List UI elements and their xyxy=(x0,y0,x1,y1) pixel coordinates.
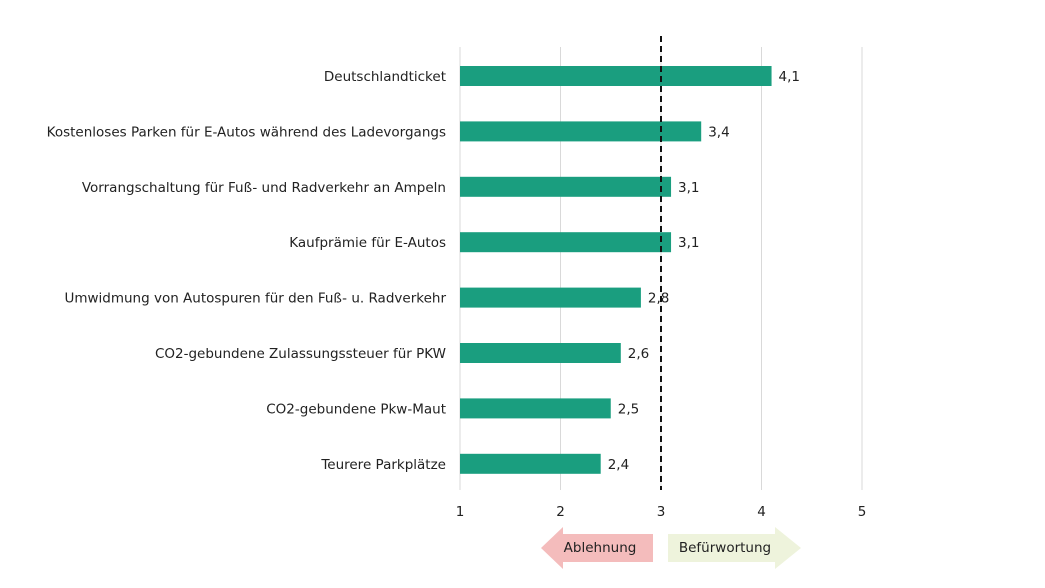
bar-kostenloses-parken-fuer-e-autos-waehrend-des-ladevorgangs xyxy=(460,121,702,142)
legend-arrows: Ablehnung Befürwortung xyxy=(541,527,801,569)
bar-co2-gebundene-pkw-maut xyxy=(460,398,611,419)
category-label-co2-gebundene-zulassungssteuer-fuer-pkw: CO2-gebundene Zulassungssteuer für PKW xyxy=(155,346,446,362)
value-label-teurere-parkplaetze: 2,4 xyxy=(608,457,629,473)
x-tick-3: 3 xyxy=(657,504,666,520)
value-label-vorrangschaltung-fuer-fuss-und-radverkehr-an-ampeln: 3,1 xyxy=(678,180,699,196)
ablehnung-label: Ablehnung xyxy=(564,540,637,556)
bar-layer xyxy=(460,66,772,474)
bar-teurere-parkplaetze xyxy=(460,453,601,474)
bar-kaufpraemie-fuer-e-autos xyxy=(460,232,672,253)
value-label-kaufpraemie-fuer-e-autos: 3,1 xyxy=(678,235,699,251)
value-label-co2-gebundene-pkw-maut: 2,5 xyxy=(618,401,639,417)
category-label-co2-gebundene-pkw-maut: CO2-gebundene Pkw-Maut xyxy=(266,401,446,417)
bar-deutschlandticket xyxy=(460,66,772,86)
value-label-kostenloses-parken-fuer-e-autos-waehrend-des-ladevorgangs: 3,4 xyxy=(708,124,729,140)
bar-umwidmung-von-autospuren-fuer-den-fuss-u-radverkehr xyxy=(460,287,641,308)
befuerwortung-arrow-shape xyxy=(668,527,801,569)
ablehnung-arrow-shape xyxy=(541,527,653,569)
value-label-co2-gebundene-zulassungssteuer-fuer-pkw: 2,6 xyxy=(628,346,649,362)
befuerwortung-label: Befürwortung xyxy=(679,540,771,556)
bar-vorrangschaltung-fuer-fuss-und-radverkehr-an-ampeln xyxy=(460,176,672,197)
category-label-kaufpraemie-fuer-e-autos: Kaufprämie für E-Autos xyxy=(289,235,446,251)
x-tick-2: 2 xyxy=(556,504,565,520)
label-layer: Deutschlandticket 4,1 Kostenloses Parken f… xyxy=(47,69,800,473)
bar-co2-gebundene-zulassungssteuer-fuer-pkw xyxy=(460,343,621,363)
x-axis-ticks: 1 2 3 4 5 xyxy=(456,504,867,520)
category-label-deutschlandticket: Deutschlandticket xyxy=(324,69,446,85)
category-label-kostenloses-parken-fuer-e-autos-waehrend-des-ladevorgangs: Kostenloses Parken für E-Autos während d… xyxy=(47,124,446,140)
x-tick-5: 5 xyxy=(858,504,867,520)
x-tick-4: 4 xyxy=(757,504,766,520)
value-label-deutschlandticket: 4,1 xyxy=(779,69,800,85)
category-label-vorrangschaltung-fuer-fuss-und-radverkehr-an-ampeln: Vorrangschaltung für Fuß- und Radverkehr… xyxy=(82,180,446,196)
category-label-umwidmung-von-autospuren-fuer-den-fuss-u-radverkehr: Umwidmung von Autospuren für den Fuß- u.… xyxy=(64,291,446,307)
category-label-teurere-parkplaetze: Teurere Parkplätze xyxy=(320,457,446,473)
x-tick-1: 1 xyxy=(456,504,465,520)
value-label-umwidmung-von-autospuren-fuer-den-fuss-u-radverkehr: 2,8 xyxy=(648,291,669,307)
